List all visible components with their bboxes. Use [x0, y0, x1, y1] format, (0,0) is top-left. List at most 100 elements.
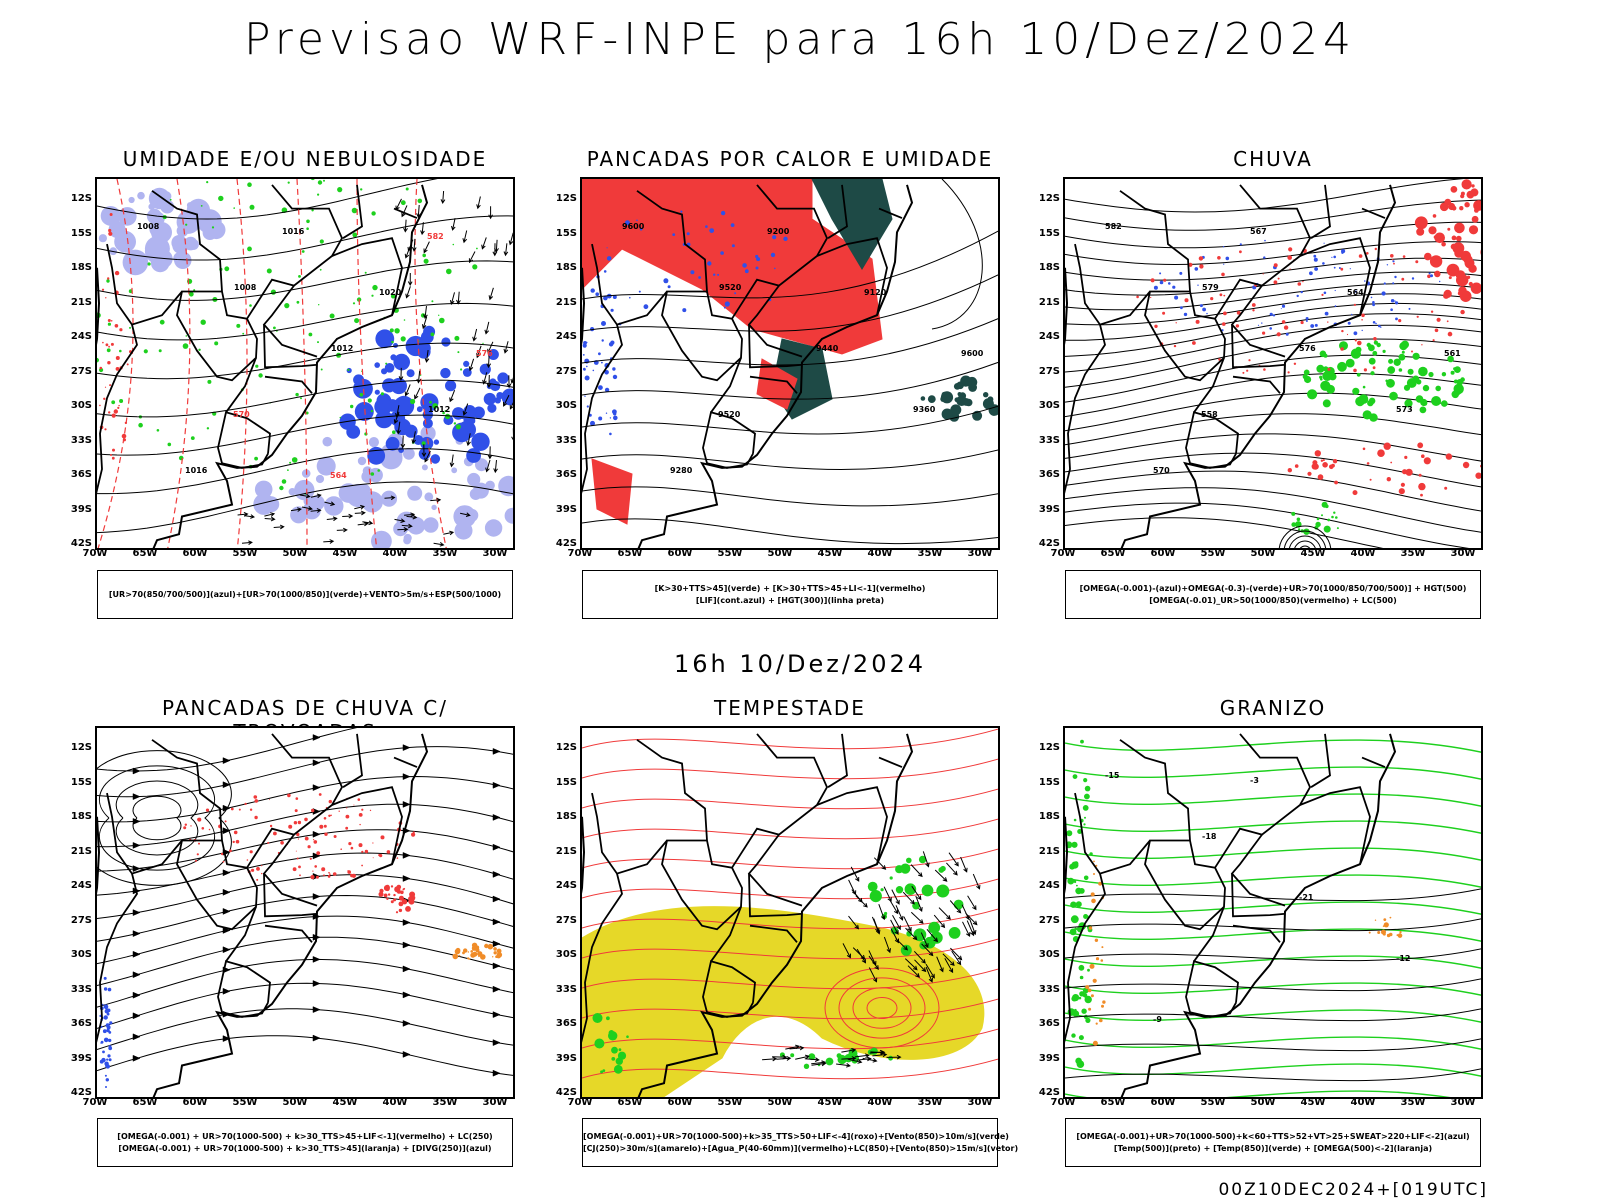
streamline-250	[97, 1035, 513, 1076]
longitude-label: 40W	[867, 1097, 893, 1108]
humidity-lowlevel-contour	[169, 198, 172, 201]
precip-area	[1372, 366, 1376, 370]
precip-area	[1300, 320, 1304, 325]
wind-850-area	[836, 1053, 842, 1059]
light-precip-area	[1323, 242, 1325, 244]
precip-area	[1470, 188, 1479, 197]
thickness-label-dot	[115, 356, 120, 360]
humidity-lowlevel-contour	[423, 258, 429, 264]
wind-vector-icon	[459, 512, 471, 517]
light-precip-area	[1285, 332, 1289, 336]
thunderstorm-area	[396, 857, 399, 859]
wind-850-area	[889, 876, 893, 880]
streamline-arrow-icon	[492, 918, 501, 926]
precip-area	[1320, 459, 1324, 462]
humidity-lowlevel-contour	[347, 368, 350, 371]
streamline-arrow-icon	[402, 1051, 411, 1058]
precip-area	[1475, 472, 1481, 479]
precip-area	[1460, 309, 1465, 315]
wind-vector-icon	[397, 527, 409, 532]
wind-850-area	[921, 884, 934, 897]
contour-label: 582	[1105, 222, 1122, 231]
longitude-label: 35W	[1400, 548, 1426, 559]
political-border	[748, 873, 802, 918]
wind-850-area	[904, 883, 917, 895]
thunderstorm-area	[369, 809, 372, 812]
lifted-index-contour	[598, 416, 603, 421]
wind-vector-icon	[323, 539, 335, 544]
humidity-lowlevel-contour	[438, 314, 440, 316]
latitude-label: 30S	[555, 949, 577, 960]
temp-850-contour	[1080, 739, 1084, 744]
convection-area	[470, 952, 476, 958]
wind-vector-icon	[891, 889, 900, 905]
political-border	[582, 873, 623, 1043]
political-border	[151, 739, 223, 841]
temp-500-contour	[1065, 888, 1481, 902]
humidity-lowlevel-contour	[198, 348, 201, 351]
convective-area	[811, 179, 893, 270]
thickness-label-dot	[105, 297, 107, 299]
longitude-label: 55W	[1200, 548, 1226, 559]
precip-area	[1340, 267, 1344, 271]
longitude-label: 45W	[332, 548, 358, 559]
heavy-precip-area	[1431, 396, 1442, 406]
wind-vector-icon	[472, 328, 478, 342]
precip-area	[1461, 179, 1472, 190]
forecast-map: 582 579 576 573 570 567 564 561 558	[1063, 177, 1483, 550]
light-precip-area	[1395, 317, 1398, 321]
divergence-area	[109, 1021, 113, 1025]
wind-850-area	[948, 927, 961, 939]
latitude-label: 42S	[70, 1087, 92, 1098]
light-precip-area	[1223, 263, 1225, 265]
light-precip-area	[1349, 268, 1351, 270]
wind-vector-icon	[503, 243, 509, 257]
wind-850-area	[600, 1070, 604, 1074]
humidity-lowlevel-contour	[454, 335, 460, 341]
temp-850-contour	[1083, 875, 1089, 881]
thunderstorm-area	[312, 870, 314, 872]
contour-label: 570	[1153, 466, 1170, 475]
omega-500-area	[1093, 860, 1095, 863]
latitude-label: 24S	[70, 880, 92, 891]
humidity-midlevel-area	[471, 432, 490, 451]
omega-500-area	[1088, 926, 1093, 930]
thunderstorm-area	[328, 814, 331, 817]
divergence-area	[108, 1058, 112, 1062]
precip-area	[1466, 275, 1471, 279]
thunderstorm-area	[383, 893, 388, 898]
precip-area	[1273, 280, 1278, 285]
precip-area	[1416, 315, 1419, 318]
streamline-arrow-icon	[222, 757, 231, 764]
precip-area	[1455, 270, 1466, 280]
humidity-lowlevel-contour	[390, 293, 396, 299]
contour-label: 9600	[622, 222, 645, 231]
wind-vector-icon	[421, 444, 427, 458]
lifted-index-contour	[755, 254, 759, 259]
precip-area	[1287, 371, 1290, 374]
heavy-precip-area	[1352, 387, 1360, 395]
temp-500-contour	[1065, 918, 1481, 932]
humidity-midlevel-area	[324, 496, 344, 516]
streamline-250	[97, 775, 513, 823]
precip-area	[1188, 262, 1193, 267]
humidity-lowlevel-contour	[138, 422, 143, 428]
omega-500-area	[1090, 892, 1095, 897]
latitude-label: 27S	[1038, 914, 1060, 926]
latitude-label: 12S	[1038, 742, 1060, 753]
precip-area	[1470, 282, 1481, 294]
divergence-area	[107, 987, 112, 992]
light-precip-area	[1172, 285, 1176, 289]
temp-850-contour	[1073, 861, 1079, 866]
contour-label: -3	[1250, 776, 1259, 785]
thickness-label-dot	[111, 413, 116, 418]
omega-500-area	[1368, 931, 1371, 934]
heavy-precip-area	[1418, 366, 1428, 377]
omega-500-area	[1094, 938, 1099, 942]
wind-vector-icon	[926, 928, 939, 943]
humidity-lowlevel-contour	[287, 181, 290, 184]
humidity-lowlevel-contour	[453, 422, 457, 425]
temp-850-contour	[1075, 901, 1082, 908]
wind-vector-icon	[481, 237, 487, 250]
temp-850-contour	[1083, 914, 1089, 919]
